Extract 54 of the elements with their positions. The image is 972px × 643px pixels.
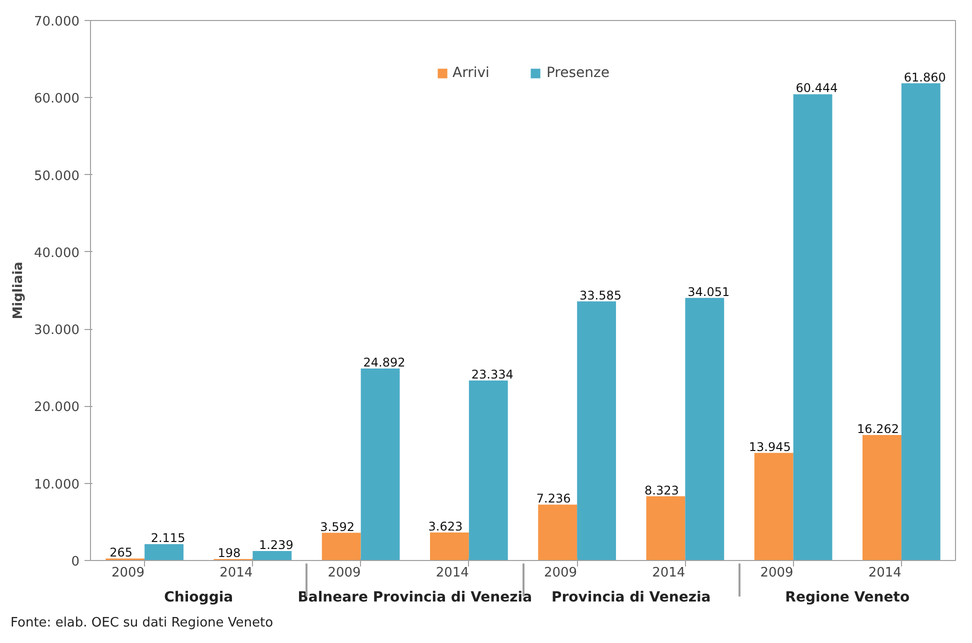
- bar: [360, 368, 400, 560]
- data-label: 60.444: [796, 81, 838, 96]
- x-tick-label: 2014: [436, 566, 469, 580]
- bar: [901, 83, 940, 560]
- bar: [468, 380, 508, 560]
- y-tick-label: 0: [71, 554, 80, 570]
- bar: [252, 550, 292, 560]
- x-tick-label: 2014: [652, 566, 686, 580]
- data-label: 1.239: [258, 538, 294, 552]
- bar: [577, 301, 616, 560]
- text: Balneare Provincia di Venezia: [298, 590, 532, 606]
- x-tick-label: 2009: [760, 566, 794, 580]
- bar: [430, 532, 469, 560]
- bar: [793, 94, 832, 560]
- data-label: 3.592: [320, 520, 355, 534]
- text: Regione Veneto: [785, 590, 910, 606]
- text: Provincia di Venezia: [552, 590, 711, 606]
- y-tick-label: 40.000: [34, 246, 80, 261]
- bar: [685, 298, 724, 560]
- bar: [646, 496, 686, 560]
- bar: [144, 544, 184, 560]
- y-tick-label: 50.000: [34, 168, 80, 184]
- bar: [322, 532, 361, 560]
- x-tick-label: 2014: [868, 566, 902, 580]
- legend-label: Arrivi: [452, 65, 490, 81]
- x-tick-label: 2009: [328, 566, 361, 580]
- data-label: 33.585: [580, 288, 622, 302]
- legend-label: Presenze: [546, 65, 610, 81]
- y-tick-label: 60.000: [34, 92, 80, 107]
- data-label: 8.323: [644, 483, 679, 498]
- x-tick-label: 2009: [111, 566, 145, 580]
- data-label: 7.236: [536, 492, 571, 506]
- bar: [754, 452, 794, 560]
- y-axis-title: Migliaia: [11, 262, 26, 320]
- text: Chioggia: [164, 590, 234, 606]
- y-tick-label: 10.000: [34, 477, 80, 492]
- data-label: 2.115: [150, 531, 186, 546]
- source-note: Fonte: elab. OEC su dati Regione Veneto: [10, 616, 274, 630]
- data-label: 3.623: [428, 520, 463, 534]
- data-label: 265: [110, 545, 133, 560]
- data-label: 198: [218, 546, 241, 560]
- bar: [862, 435, 902, 560]
- y-tick-label: 70.000: [34, 14, 80, 30]
- x-tick-label: 2009: [544, 566, 578, 580]
- y-tick-label: 30.000: [34, 323, 80, 338]
- data-label: 24.892: [363, 355, 406, 370]
- y-tick-label: 20.000: [34, 400, 80, 416]
- data-label: 13.945: [748, 440, 791, 454]
- x-tick-label: 2014: [220, 566, 253, 580]
- data-label: 23.334: [471, 367, 514, 382]
- data-label: 34.051: [688, 284, 730, 299]
- bar: [538, 504, 578, 560]
- data-label: 61.860: [904, 70, 946, 84]
- data-label: 16.262: [856, 422, 899, 436]
